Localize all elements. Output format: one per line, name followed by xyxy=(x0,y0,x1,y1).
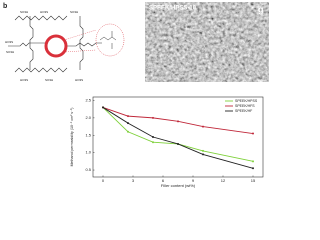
plot-frame xyxy=(92,96,264,178)
zoom-line xyxy=(63,49,97,53)
data-point xyxy=(177,120,179,123)
x-tick-label: 3 xyxy=(132,178,135,183)
y-axis-title: Methanol permeability (10⁻⁶ cm² s⁻¹) xyxy=(70,108,74,167)
molecule xyxy=(99,31,117,49)
group-label: HO3S xyxy=(5,40,13,44)
series-line xyxy=(102,107,254,134)
data-point xyxy=(152,116,154,119)
group-label: HO3S xyxy=(40,10,48,14)
legend-label: SPEEK/HFS xyxy=(235,104,255,108)
data-point xyxy=(102,106,104,109)
series-line xyxy=(102,107,254,162)
y-tick-label: 1.0 xyxy=(85,150,91,155)
data-point xyxy=(202,149,204,152)
data-point xyxy=(252,167,254,170)
data-point xyxy=(152,136,154,138)
polymer-diagram xyxy=(8,15,102,73)
group-label: SO3H xyxy=(6,50,14,54)
figure: b SO3H HO3S SO3H HO3S SO3H HO3S SO3H HO3S SPEEK… xyxy=(3,2,269,188)
data-point xyxy=(252,132,254,135)
legend-label: SPEEK/HF xyxy=(235,109,252,113)
data-point xyxy=(127,130,129,133)
group-label: SO3H xyxy=(70,10,78,14)
sem-image xyxy=(145,2,269,82)
x-axis-title: Filler content (wt%) xyxy=(161,183,196,188)
zoom-line xyxy=(63,29,97,41)
zoom-ellipse xyxy=(95,23,125,57)
x-tick-label: 15 xyxy=(251,178,256,183)
group-label: HO3S xyxy=(20,78,28,82)
x-tick-label: 0 xyxy=(102,178,105,183)
group-label: SO3H xyxy=(20,10,28,14)
y-tick-label: 1.5 xyxy=(85,132,91,137)
group-label: SO3H xyxy=(45,78,53,82)
panel-label: b xyxy=(3,3,7,10)
data-point xyxy=(202,153,204,156)
y-tick-label: 0.5 xyxy=(85,167,91,172)
x-tick-label: 9 xyxy=(192,178,195,183)
particle xyxy=(44,34,68,58)
y-tick-label: 2.5 xyxy=(85,98,91,103)
group-label: HO3S xyxy=(75,78,83,82)
legend-label: SPEEK/HPSS xyxy=(235,99,258,103)
data-point xyxy=(252,160,254,163)
data-point xyxy=(152,141,154,144)
data-point xyxy=(202,125,204,128)
image-label: g xyxy=(258,4,264,14)
data-point xyxy=(127,115,129,118)
x-tick-label: 12 xyxy=(221,178,226,183)
series-line xyxy=(102,107,254,169)
x-tick-label: 6 xyxy=(162,178,165,183)
image-caption: SPEEK/HPSS-10 xyxy=(149,6,197,12)
data-point xyxy=(177,142,179,145)
data-point xyxy=(127,122,129,125)
y-tick-label: 2.0 xyxy=(85,115,91,120)
